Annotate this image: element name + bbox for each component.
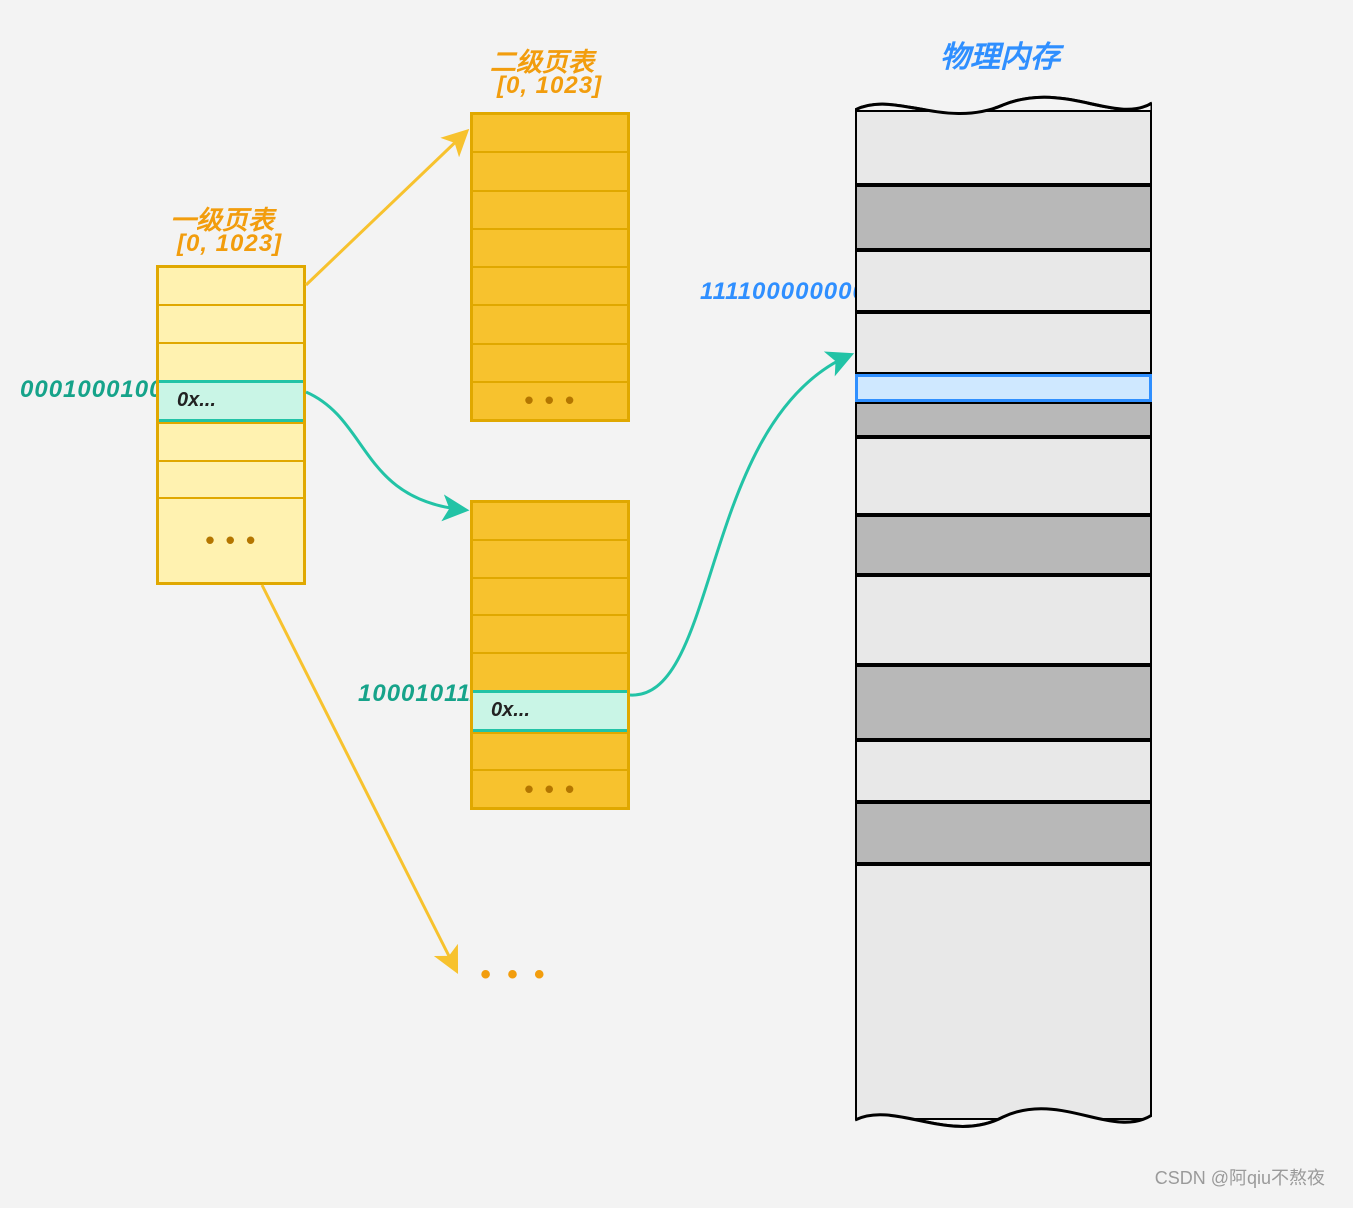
ellipsis-more-tables: • • • [480, 958, 548, 992]
arrow-l2b-to-phys [630, 355, 850, 695]
table-row [473, 151, 627, 189]
arrow-l1-to-l2a [306, 132, 466, 285]
phys-memory [855, 85, 1152, 1145]
phys-torn-edges-top [855, 85, 1152, 1145]
dots-icon: • • • [524, 385, 576, 416]
dots-icon: • • • [524, 774, 576, 805]
table-row-ellipsis: • • • [159, 497, 303, 582]
arrow-l1-to-l2b [306, 392, 465, 510]
level2-table-a: • • • [470, 112, 630, 422]
level1-index: 0001000100 [20, 376, 163, 404]
level2-table-b: 0x... • • • [470, 500, 630, 810]
table-row [473, 228, 627, 266]
table-row [159, 304, 303, 342]
level2-range: [0, 1023] [497, 72, 602, 100]
table-row-ellipsis: • • • [473, 381, 627, 419]
table-row [473, 577, 627, 615]
table-row [473, 115, 627, 151]
table-row [159, 342, 303, 380]
table-row [473, 266, 627, 304]
table-row [159, 460, 303, 498]
table-row [473, 732, 627, 770]
table-row-ellipsis: • • • [473, 769, 627, 807]
dots-icon: • • • [205, 525, 257, 556]
table-row [473, 304, 627, 342]
table-row [473, 652, 627, 690]
table-row [473, 503, 627, 539]
table-row [473, 190, 627, 228]
table-row [159, 422, 303, 460]
phys-title: 物理内存 [940, 32, 1060, 76]
table-row [473, 343, 627, 381]
level1-highlight-row: 0x... [159, 380, 303, 422]
level1-table: 0x... • • • [156, 265, 306, 585]
phys-addr: 111100000000 [700, 278, 867, 306]
level1-range: [0, 1023] [177, 230, 282, 258]
table-row [473, 539, 627, 577]
diagram-stage: 一级页表 [0, 1023] 0001000100 0x... • • • 二级… [0, 0, 1353, 1208]
level2-highlight-row: 0x... [473, 690, 627, 732]
table-row [473, 614, 627, 652]
arrow-l1-to-more [262, 585, 456, 970]
watermark: CSDN @阿qiu不熬夜 [1155, 1164, 1325, 1190]
table-row [159, 268, 303, 304]
